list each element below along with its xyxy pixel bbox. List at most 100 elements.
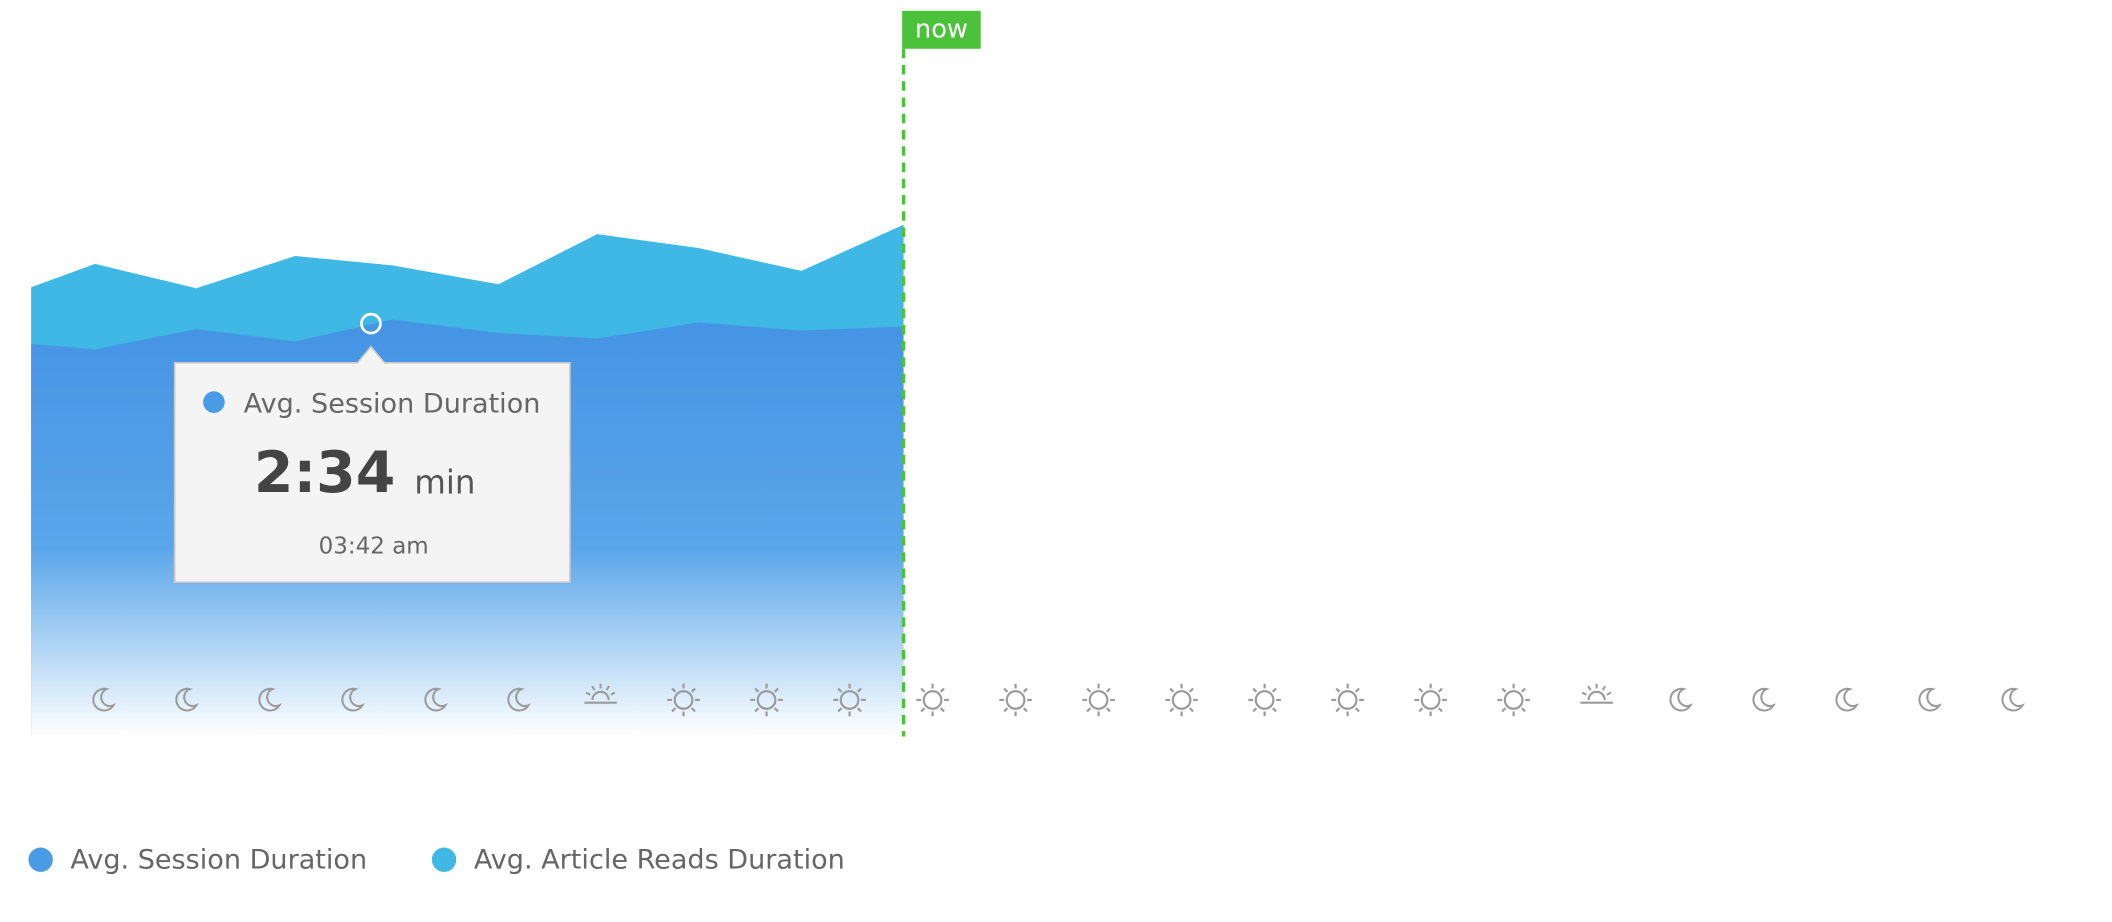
moon-icon — [424, 687, 448, 712]
sun-ray — [671, 707, 677, 713]
sunrise-arc — [1587, 690, 1606, 701]
moon-shape — [175, 687, 199, 712]
sun-ray — [773, 707, 779, 713]
legend-dot — [28, 847, 53, 872]
sun-ray — [1437, 687, 1443, 693]
sun-icon — [1414, 683, 1447, 717]
now-badge — [902, 10, 981, 49]
sun-core — [1503, 690, 1524, 710]
moon-shape — [341, 687, 365, 712]
sun-ray — [939, 707, 945, 713]
sun-core — [839, 690, 860, 710]
tooltip-box — [173, 345, 571, 583]
sun-ray — [1437, 707, 1443, 713]
sun-icon — [750, 683, 783, 717]
now-label: now — [915, 14, 968, 44]
sun-ray — [1105, 707, 1111, 713]
sun-icon — [1497, 683, 1530, 717]
sun-icon — [1082, 683, 1115, 717]
moon-shape — [92, 687, 116, 712]
sun-core — [1005, 690, 1026, 710]
moon-icon — [2001, 687, 2026, 712]
sunrise-arc — [591, 690, 610, 701]
sun-ray — [605, 685, 610, 691]
moon-icon — [507, 687, 531, 712]
sun-core — [1337, 690, 1358, 710]
sun-ray — [1335, 707, 1341, 713]
sun-core — [1171, 690, 1192, 710]
sun-ray — [591, 685, 596, 691]
hover-point — [360, 312, 382, 335]
sun-ray — [1105, 687, 1111, 693]
moon-shape — [424, 687, 448, 712]
sun-ray — [939, 687, 945, 693]
sun-ray — [1169, 707, 1175, 713]
sun-ray — [856, 707, 862, 713]
sun-icon — [916, 683, 949, 717]
sun-core — [756, 690, 777, 710]
moon-icon — [1918, 687, 1943, 712]
sun-ray — [1501, 687, 1507, 693]
sun-ray — [1520, 687, 1526, 693]
moon-shape — [258, 687, 282, 712]
tooltip: Avg. Session Duration 2:34 min 03:42 am — [173, 312, 571, 583]
moon-icon — [175, 687, 199, 712]
sun-ray — [610, 691, 616, 696]
sun-ray — [920, 687, 926, 693]
sun-ray — [1581, 691, 1587, 696]
sunrise-icon — [584, 683, 617, 704]
sun-icon — [1248, 683, 1281, 717]
sun-ray — [1606, 691, 1612, 696]
sun-ray — [837, 687, 843, 693]
sun-ray — [1022, 707, 1028, 713]
sun-ray — [754, 707, 760, 713]
sun-core — [922, 690, 943, 710]
sun-core — [1088, 690, 1109, 710]
moon-icon — [1669, 687, 1693, 712]
moon-shape — [1835, 687, 1860, 712]
moon-shape — [507, 687, 531, 712]
moon-icon — [341, 687, 365, 712]
sun-ray — [1003, 707, 1009, 713]
sunrise-icon — [1580, 683, 1613, 704]
tooltip-dot — [203, 391, 225, 413]
moon-icon — [1835, 687, 1860, 712]
sun-ray — [671, 687, 677, 693]
sun-ray — [1601, 685, 1606, 691]
sun-core — [1420, 690, 1441, 710]
sun-icon — [1165, 683, 1198, 717]
sun-ray — [920, 707, 926, 713]
moon-shape — [1918, 687, 1943, 712]
sun-icon — [999, 683, 1032, 717]
tooltip-series: Avg. Session Duration — [244, 388, 541, 419]
tooltip-value: 2:34 — [254, 440, 395, 506]
sun-ray — [1354, 707, 1360, 713]
sun-ray — [1418, 707, 1424, 713]
sun-ray — [1188, 707, 1194, 713]
sun-ray — [1335, 687, 1341, 693]
legend-dot — [431, 847, 457, 872]
moon-icon — [1752, 687, 1777, 712]
sun-ray — [1501, 707, 1507, 713]
sun-core — [673, 690, 694, 710]
sun-icon — [667, 683, 700, 717]
sun-ray — [1271, 687, 1277, 693]
sun-ray — [1252, 687, 1258, 693]
sun-ray — [1252, 707, 1258, 713]
sun-ray — [690, 707, 696, 713]
moon-icon — [258, 687, 282, 712]
sun-ray — [1003, 687, 1009, 693]
moon-shape — [1752, 687, 1777, 712]
sun-ray — [1188, 687, 1194, 693]
tooltip-time: 03:42 am — [319, 533, 429, 559]
sun-ray — [1086, 707, 1092, 713]
sun-icon — [1331, 683, 1364, 717]
sun-ray — [773, 687, 779, 693]
sun-ray — [856, 687, 862, 693]
sun-ray — [690, 687, 696, 693]
sun-icon — [833, 683, 866, 717]
sun-core — [1254, 690, 1275, 710]
sun-ray — [1587, 685, 1592, 691]
